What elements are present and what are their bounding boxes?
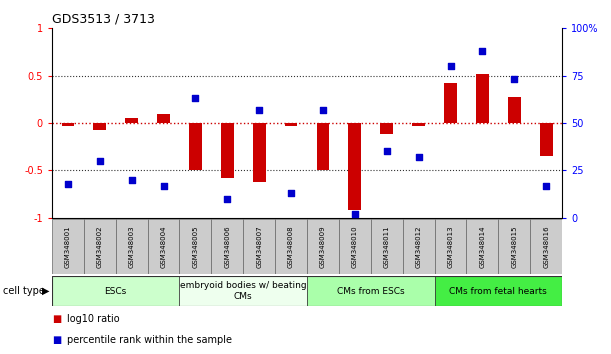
Bar <box>189 123 202 170</box>
Text: GSM348015: GSM348015 <box>511 225 518 268</box>
Bar <box>157 114 170 123</box>
Text: GSM348012: GSM348012 <box>415 225 422 268</box>
Text: GSM348016: GSM348016 <box>543 225 549 268</box>
Bar <box>339 219 371 274</box>
Text: GSM348002: GSM348002 <box>97 225 103 268</box>
Point <box>159 183 169 188</box>
Point <box>191 96 200 101</box>
Text: GSM348007: GSM348007 <box>256 225 262 268</box>
Bar <box>381 123 393 135</box>
Text: ■: ■ <box>52 335 61 345</box>
Bar <box>434 276 562 306</box>
Point <box>254 107 264 113</box>
Text: GSM348006: GSM348006 <box>224 225 230 268</box>
Text: ▶: ▶ <box>42 286 49 296</box>
Bar <box>530 219 562 274</box>
Bar <box>115 219 148 274</box>
Bar <box>316 123 329 170</box>
Text: log10 ratio: log10 ratio <box>67 314 120 324</box>
Bar <box>540 123 552 156</box>
Text: CMs from ESCs: CMs from ESCs <box>337 287 404 296</box>
Bar <box>125 118 138 123</box>
Text: ■: ■ <box>52 314 61 324</box>
Bar <box>84 219 115 274</box>
Bar <box>221 123 233 178</box>
Text: ESCs: ESCs <box>104 287 127 296</box>
Bar <box>180 276 307 306</box>
Bar <box>434 219 466 274</box>
Text: GSM348011: GSM348011 <box>384 225 390 268</box>
Bar <box>444 83 457 123</box>
Text: GSM348013: GSM348013 <box>447 225 453 268</box>
Point <box>63 181 73 187</box>
Bar <box>180 219 211 274</box>
Bar <box>307 219 339 274</box>
Bar <box>499 219 530 274</box>
Bar <box>466 219 499 274</box>
Bar <box>52 219 84 274</box>
Point <box>126 177 136 183</box>
Point <box>382 149 392 154</box>
Bar <box>275 219 307 274</box>
Text: GSM348005: GSM348005 <box>192 225 199 268</box>
Text: GDS3513 / 3713: GDS3513 / 3713 <box>52 13 155 26</box>
Text: embryoid bodies w/ beating
CMs: embryoid bodies w/ beating CMs <box>180 281 307 301</box>
Point <box>445 63 455 69</box>
Bar <box>285 123 298 126</box>
Point <box>541 183 551 188</box>
Bar <box>412 123 425 126</box>
Bar <box>307 276 434 306</box>
Point <box>414 154 423 160</box>
Point <box>286 190 296 196</box>
Point <box>478 48 488 54</box>
Bar <box>243 219 275 274</box>
Text: GSM348009: GSM348009 <box>320 225 326 268</box>
Bar <box>253 123 266 182</box>
Text: GSM348008: GSM348008 <box>288 225 294 268</box>
Bar <box>93 123 106 130</box>
Point <box>350 211 360 217</box>
Bar <box>148 219 180 274</box>
Text: percentile rank within the sample: percentile rank within the sample <box>67 335 232 345</box>
Bar <box>62 123 75 126</box>
Bar <box>52 276 180 306</box>
Point <box>222 196 232 202</box>
Text: GSM348004: GSM348004 <box>161 225 167 268</box>
Text: GSM348003: GSM348003 <box>129 225 134 268</box>
Bar <box>476 74 489 123</box>
Text: CMs from fetal hearts: CMs from fetal hearts <box>450 287 547 296</box>
Point <box>318 107 328 113</box>
Bar <box>371 219 403 274</box>
Text: GSM348014: GSM348014 <box>480 225 485 268</box>
Bar <box>508 97 521 123</box>
Point <box>95 158 104 164</box>
Point <box>510 76 519 82</box>
Text: GSM348001: GSM348001 <box>65 225 71 268</box>
Bar <box>348 123 361 210</box>
Bar <box>211 219 243 274</box>
Text: GSM348010: GSM348010 <box>352 225 358 268</box>
Text: cell type: cell type <box>3 286 45 296</box>
Bar <box>403 219 434 274</box>
